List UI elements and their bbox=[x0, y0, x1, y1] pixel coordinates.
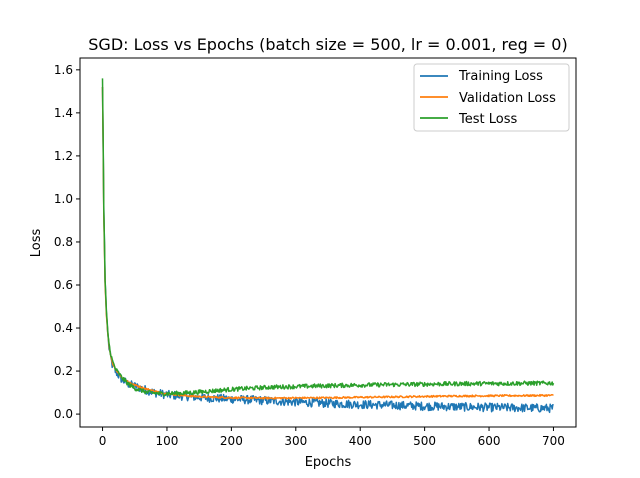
x-tick-label: 400 bbox=[349, 434, 372, 448]
chart-title: SGD: Loss vs Epochs (batch size = 500, l… bbox=[88, 35, 567, 54]
legend-label-training-loss: Training Loss bbox=[458, 69, 543, 84]
y-tick-label: 1.6 bbox=[54, 63, 73, 77]
y-tick-label: 1.2 bbox=[54, 149, 73, 163]
y-tick-label: 0.0 bbox=[54, 407, 73, 421]
y-tick-label: 0.4 bbox=[54, 321, 73, 335]
x-tick-label: 0 bbox=[99, 434, 107, 448]
y-axis-label: Loss bbox=[29, 229, 44, 258]
plot-frame bbox=[79, 57, 577, 428]
x-tick-label: 100 bbox=[156, 434, 179, 448]
legend-box bbox=[413, 63, 570, 132]
legend: Training Loss Validation Loss Test Loss bbox=[413, 63, 570, 132]
y-tick-label: 1.4 bbox=[54, 106, 73, 120]
y-tick-label: 0.6 bbox=[54, 278, 73, 292]
x-tick-label: 600 bbox=[478, 434, 501, 448]
y-tick-label: 0.2 bbox=[54, 364, 73, 378]
legend-label-validation-loss: Validation Loss bbox=[459, 91, 556, 106]
series-line-test-loss bbox=[101, 78, 555, 397]
x-tick-label: 200 bbox=[220, 434, 243, 448]
x-tick-label: 300 bbox=[284, 434, 307, 448]
y-tick-label: 0.8 bbox=[54, 235, 73, 249]
x-axis-label: Epochs bbox=[305, 455, 352, 470]
x-tick-label: 700 bbox=[542, 434, 565, 448]
legend-label-test-loss: Test Loss bbox=[458, 112, 517, 127]
x-tick-label: 500 bbox=[413, 434, 436, 448]
y-tick-label: 1.0 bbox=[54, 192, 73, 206]
